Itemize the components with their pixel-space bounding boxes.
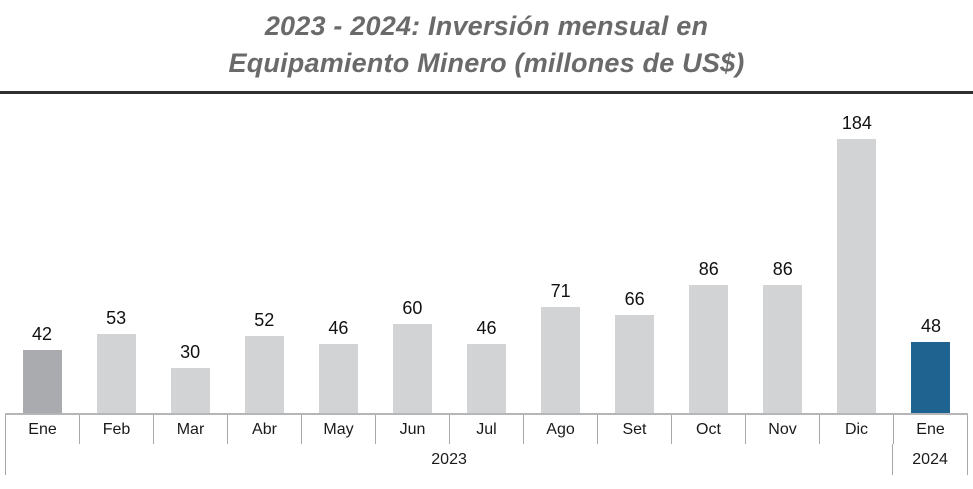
bar-column-ene-2023: 42 [5, 324, 79, 413]
bar-value-label: 30 [180, 342, 201, 362]
x-axis-label-nov-10: Nov [746, 415, 820, 444]
bar-feb-2023 [96, 334, 136, 413]
bar-value-label: 42 [32, 324, 53, 344]
bar-value-label: 86 [772, 259, 793, 279]
bar-value-label: 71 [550, 281, 571, 301]
bar-column-jun-2023: 60 [375, 298, 449, 413]
bar-value-label: 53 [106, 308, 127, 328]
bar-ene-2024 [911, 342, 951, 413]
bar-may-2023 [318, 344, 358, 413]
x-axis-label-mar-2: Mar [154, 415, 228, 444]
x-axis-year-label-2023: 2023 [5, 444, 894, 475]
x-axis-year-label-2024: 2024 [893, 444, 968, 475]
bar-value-label: 48 [920, 316, 941, 336]
bar-ene-2023 [22, 350, 62, 413]
bar-ago-2023 [541, 307, 581, 413]
plot-area: 42 53 30 52 46 60 46 71 66 86 86 184 48 [5, 94, 968, 415]
x-axis-label-jun-5: Jun [376, 415, 450, 444]
bar-value-label: 46 [328, 318, 349, 338]
x-axis-month-row: Ene Feb Mar Abr May Jun Jul Ago Set Oct Nov Dic Ene [5, 415, 968, 444]
bar-column-ene-2024: 48 [894, 316, 968, 413]
x-axis-label-dic-11: Dic [820, 415, 894, 444]
bar-oct-2023 [689, 285, 729, 413]
x-axis-label-ago-7: Ago [524, 415, 598, 444]
title-divider-line [0, 91, 973, 94]
bar-value-label: 86 [698, 259, 719, 279]
bar-column-dic-2023: 184 [820, 113, 894, 413]
bar-chart: 42 53 30 52 46 60 46 71 66 86 86 184 48 Ene Feb Mar Abr… [5, 94, 968, 475]
bar-value-label: 184 [841, 113, 872, 133]
bar-column-mar-2023: 30 [153, 342, 227, 413]
bar-column-may-2023: 46 [301, 318, 375, 413]
bar-jun-2023 [392, 324, 432, 413]
bar-value-label: 46 [476, 318, 497, 338]
x-axis-label-ene-0: Ene [5, 415, 80, 444]
bar-jul-2023 [467, 344, 506, 413]
chart-header: 2023 - 2024: Inversión mensual en Equipa… [0, 0, 973, 94]
x-axis-label-may-4: May [302, 415, 376, 444]
bar-value-label: 66 [624, 289, 645, 309]
bar-abr-2023 [244, 336, 284, 413]
chart-title-line-1: 2023 - 2024: Inversión mensual en [264, 11, 709, 41]
bar-mar-2023 [170, 368, 210, 413]
bar-column-ago-2023: 71 [524, 281, 598, 413]
bar-set-2023 [615, 315, 655, 413]
x-axis-label-set-8: Set [598, 415, 672, 444]
bar-dic-2023 [837, 139, 877, 413]
chart-title: 2023 - 2024: Inversión mensual en Equipa… [0, 8, 973, 82]
bar-column-nov-2023: 86 [746, 259, 820, 413]
x-axis-label-feb-1: Feb [80, 415, 154, 444]
bar-nov-2023 [763, 285, 803, 413]
x-axis-label-oct-9: Oct [672, 415, 746, 444]
chart-title-line-2: Equipamiento Minero (millones de US$) [228, 48, 745, 78]
bar-column-jul-2023: 46 [449, 318, 523, 413]
x-axis-label-jul-6: Jul [450, 415, 524, 444]
x-axis-label-abr-3: Abr [228, 415, 302, 444]
bar-value-label: 60 [402, 298, 423, 318]
x-axis-label-ene-12: Ene [894, 415, 968, 444]
bar-column-oct-2023: 86 [672, 259, 746, 413]
bar-column-feb-2023: 53 [79, 308, 153, 413]
x-axis-year-row: 2023 2024 [5, 444, 968, 475]
bar-value-label: 52 [254, 310, 275, 330]
bar-column-abr-2023: 52 [227, 310, 301, 413]
bar-column-set-2023: 66 [598, 289, 672, 413]
